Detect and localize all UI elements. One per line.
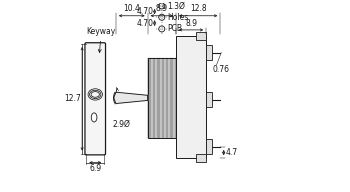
- Bar: [196, 154, 206, 162]
- Bar: [206, 92, 212, 107]
- Text: Holes: Holes: [167, 13, 188, 22]
- Text: 1.3Ø: 1.3Ø: [167, 1, 185, 10]
- Text: 6.9: 6.9: [89, 165, 101, 174]
- Text: 12.7: 12.7: [64, 94, 80, 103]
- Text: 4.70: 4.70: [136, 19, 154, 28]
- Ellipse shape: [91, 113, 97, 122]
- Text: 12.8: 12.8: [190, 4, 206, 13]
- Text: 8.9: 8.9: [185, 19, 197, 28]
- Text: 0.76: 0.76: [213, 65, 230, 74]
- Text: Keyway: Keyway: [87, 27, 116, 52]
- Bar: [176, 36, 206, 158]
- Bar: [206, 139, 212, 155]
- Bar: [148, 58, 176, 137]
- Text: 4.70: 4.70: [136, 7, 154, 16]
- FancyBboxPatch shape: [85, 43, 106, 155]
- Text: PCB: PCB: [167, 24, 182, 33]
- Text: 2.9Ø: 2.9Ø: [113, 120, 131, 129]
- Text: 10.4: 10.4: [123, 4, 140, 13]
- Bar: [196, 32, 206, 40]
- Bar: [206, 45, 212, 60]
- Polygon shape: [114, 92, 148, 103]
- Text: 8.9: 8.9: [156, 4, 168, 13]
- Text: 4.7: 4.7: [225, 148, 237, 157]
